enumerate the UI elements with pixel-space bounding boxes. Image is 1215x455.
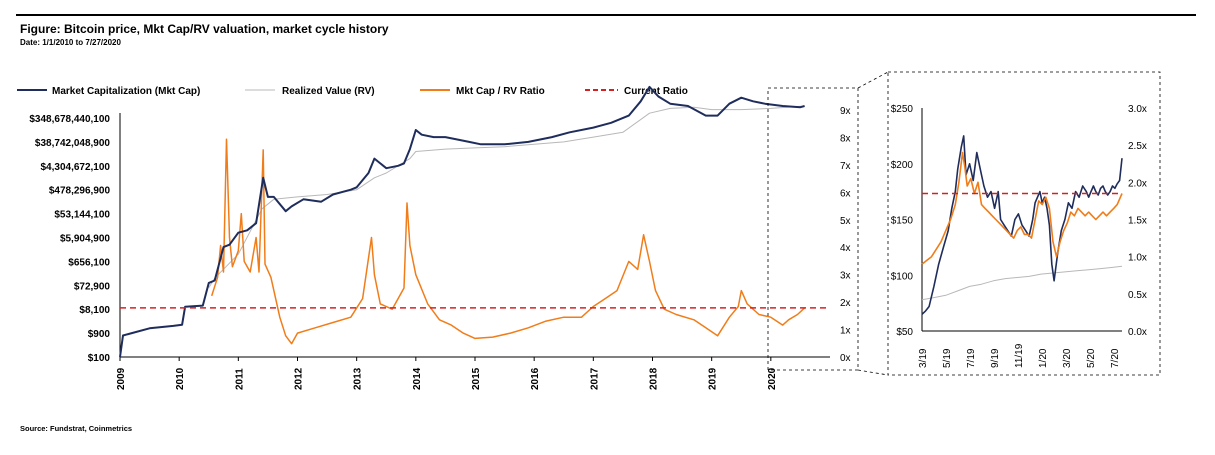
left-tick-label: $38,742,048,900 [35,138,111,149]
inset-plot: $250 $200 $150 $100 $50 3.0x 2.5x 2.0x 1.5x 1.0x 0… [891,104,1147,368]
x-tick-label: 2018 [649,367,660,390]
inset-right-tick-label: 3.0x [1128,104,1147,115]
legend-label-ratio: Mkt Cap / RV Ratio [456,86,545,97]
inset-x-tick-label: 9/19 [990,348,1001,368]
inset-left-tick-label: $50 [896,327,913,338]
right-tick-label: 7x [840,161,851,172]
left-tick-label: $656,100 [68,257,110,268]
inset-left-tick-label: $100 [891,271,914,282]
inset-x-tick-label: 7/19 [966,348,977,368]
inset-x-tick-label: 3/20 [1062,348,1073,368]
main-plot: $348,678,440,100 $38,742,048,900 $4,304,67… [29,85,851,390]
inset-left-tick-label: $250 [891,104,914,115]
x-tick-label: 2009 [116,367,127,390]
zoom-connector-top [857,71,889,89]
x-tick-label: 2019 [708,367,719,390]
x-tick-label: 2017 [589,367,600,390]
inset-series-line-realized-value [921,265,1123,301]
x-tick-label: 2016 [530,367,541,390]
inset-x-tick-label: 11/19 [1014,343,1025,368]
right-tick-label: 2x [840,298,851,309]
left-tick-label: $5,904,900 [60,234,110,245]
right-tick-label: 4x [840,243,851,254]
x-tick-label: 2020 [767,367,778,390]
zoom-highlight-box [767,87,859,371]
inset-series-line-ratio [921,151,1123,265]
left-tick-label: $100 [88,353,111,364]
inset-left-tick-label: $150 [891,216,914,227]
right-tick-label: 0x [840,353,851,364]
inset-x-tick-label: 1/20 [1038,348,1049,368]
left-tick-label: $478,296,900 [49,186,111,197]
x-tick-label: 2015 [471,367,482,390]
legend-label-current: Current Ratio [624,86,688,97]
x-tick-label: 2012 [294,367,305,390]
x-tick-label: 2011 [234,368,245,390]
right-tick-label: 6x [840,188,851,199]
legend-label-mkt-cap: Market Capitalization (Mkt Cap) [52,86,200,97]
inset-x-tick-label: 5/20 [1086,348,1097,368]
legend: Market Capitalization (Mkt Cap) Realized… [17,86,688,97]
left-tick-label: $900 [88,329,111,340]
inset-series-line-mkt-cap [921,135,1123,315]
right-tick-label: 3x [840,271,851,282]
figure-title: Figure: Bitcoin price, Mkt Cap/RV valuat… [20,22,389,36]
zoom-connector-bottom [857,369,889,376]
legend-label-rv: Realized Value (RV) [282,86,375,97]
inset-frame [887,71,1161,376]
inset-right-tick-label: 2.5x [1128,141,1147,152]
series-line-mkt-cap [119,85,805,358]
x-tick-label: 2013 [353,367,364,390]
x-tick-label: 2010 [175,367,186,390]
left-tick-label: $348,678,440,100 [29,114,110,125]
right-tick-label: 9x [840,106,851,117]
right-tick-label: 8x [840,133,851,144]
inset-x-tick-label: 7/20 [1110,348,1121,368]
inset-right-tick-label: 1.5x [1128,216,1147,227]
inset-right-tick-label: 0.0x [1128,327,1147,338]
left-tick-label: $72,900 [74,281,111,292]
left-tick-label: $53,144,100 [54,210,110,221]
right-tick-label: 5x [840,216,851,227]
x-tick-label: 2014 [412,367,423,390]
inset-left-tick-label: $200 [891,160,914,171]
inset-right-tick-label: 0.5x [1128,290,1147,301]
inset-right-tick-label: 2.0x [1128,178,1147,189]
left-tick-label: $8,100 [79,305,110,316]
right-tick-label: 1x [840,326,851,337]
date-range: Date: 1/1/2010 to 7/27/2020 [20,38,121,47]
left-tick-label: $4,304,672,100 [40,162,110,173]
inset-right-tick-label: 1.0x [1128,253,1147,264]
inset-x-tick-label: 5/19 [942,348,953,368]
top-rule [16,14,1196,16]
series-line-realized-value [208,105,805,288]
inset-x-tick-label: 3/19 [918,348,929,368]
series-line-ratio [210,138,806,345]
source-note: Source: Fundstrat, Coinmetrics [20,424,133,433]
